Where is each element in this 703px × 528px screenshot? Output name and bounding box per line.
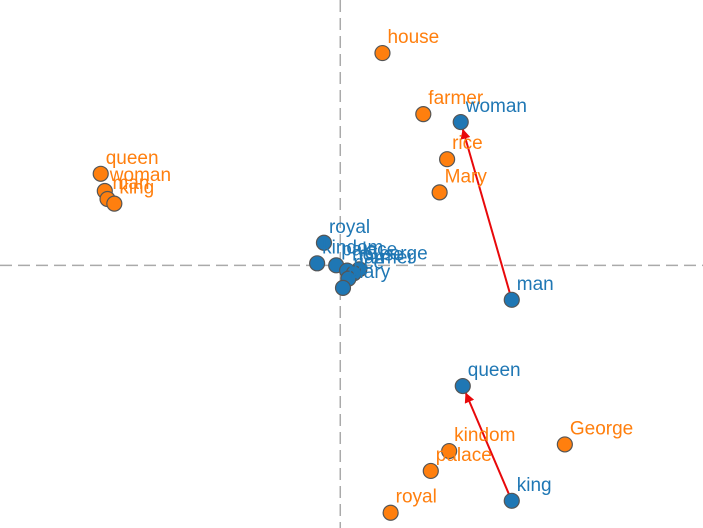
orange-point-palace xyxy=(422,462,439,480)
orange-label-kindom: kindom xyxy=(454,425,515,446)
blue-point-queen xyxy=(454,377,471,395)
orange-label-queen: queen xyxy=(106,148,159,169)
orange-point-farmer xyxy=(415,105,432,123)
orange-label-george: George xyxy=(570,418,633,439)
orange-label-man: man xyxy=(113,173,150,194)
orange-point-king xyxy=(106,195,123,212)
blue-label-king: king xyxy=(517,475,552,496)
orange-point-queen xyxy=(92,165,109,182)
blue-label-kindom: kindom xyxy=(322,237,383,258)
orange-point-royal xyxy=(382,504,399,521)
arrow-2 xyxy=(464,392,513,502)
orange-label-royal: royal xyxy=(396,487,437,508)
orange-point-house xyxy=(374,44,391,62)
blue-point-royal xyxy=(315,234,333,251)
orange-label-house: house xyxy=(387,27,439,48)
arrows xyxy=(460,128,513,502)
blue-point-kindom xyxy=(309,255,326,272)
arrow-1 xyxy=(460,128,513,301)
orange-label-palace: palace xyxy=(436,445,492,466)
orange-point-kindom xyxy=(441,442,458,460)
orange-label-woman: woman xyxy=(109,165,171,186)
blue-label-queen: queen xyxy=(468,360,521,381)
orange-point-george xyxy=(556,436,573,453)
orange-label-king: king xyxy=(119,178,154,199)
blue-point-mary xyxy=(334,279,352,296)
points xyxy=(92,44,573,521)
orange-label-mary: Mary xyxy=(445,166,488,187)
blue-label-rice: rice xyxy=(353,253,384,274)
blue-label-mary: Mary xyxy=(348,262,391,283)
blue-label-house: house xyxy=(352,245,404,266)
blue-label-woman: woman xyxy=(465,96,527,117)
orange-point-rice xyxy=(439,151,456,168)
blue-label-royal: royal xyxy=(329,217,370,238)
orange-label-farmer: farmer xyxy=(428,88,484,109)
blue-point-woman xyxy=(452,113,469,131)
orange-point-mary xyxy=(431,184,448,201)
blue-label-palace: palace xyxy=(341,239,397,260)
blue-point-man xyxy=(503,291,520,308)
labels: housefarmerriceMaryqueenwomanmankingkind… xyxy=(106,27,634,508)
orange-label-rice: rice xyxy=(452,133,483,154)
blue-point-king xyxy=(503,492,520,509)
blue-label-farmer: farmer xyxy=(359,247,415,268)
blue-label-george: George xyxy=(364,243,427,264)
blue-label-man: man xyxy=(517,274,554,295)
